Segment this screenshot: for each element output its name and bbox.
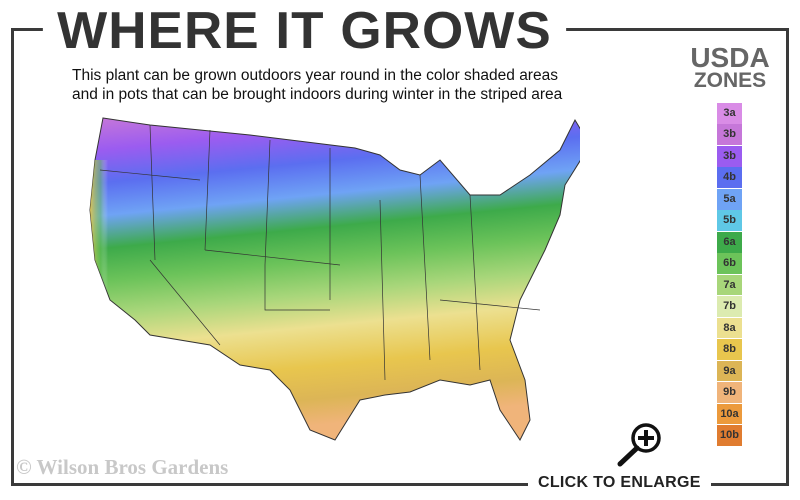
legend-zone-5a: 5a <box>717 188 742 210</box>
legend-zone-7a: 7a <box>717 274 742 296</box>
legend-zone-9b: 9b <box>717 382 742 403</box>
usda-zone-map[interactable] <box>80 105 580 445</box>
subtitle-line-2: and in pots that can be brought indoors … <box>72 86 563 103</box>
legend-zone-3b: 3b <box>717 124 742 146</box>
page-title: WHERE IT GROWS <box>42 2 567 60</box>
magnifier-plus-icon[interactable] <box>608 420 668 468</box>
legend-zone-3a: 3a <box>717 103 742 124</box>
legend-zone-5b: 5b <box>717 210 742 232</box>
legend-zone-6a: 6a <box>717 231 742 253</box>
legend-zone-7b: 7b <box>717 296 742 317</box>
west-coast-warm-zone <box>90 160 150 335</box>
legend-title: USDA ZONES <box>684 42 776 93</box>
legend-zone-10a: 10a <box>717 403 742 425</box>
legend-zone-9a: 9a <box>717 360 742 382</box>
click-to-enlarge-button[interactable]: CLICK TO ENLARGE <box>528 474 711 492</box>
legend-zone-10b: 10b <box>717 425 742 446</box>
zone-legend: 3a 3b 3b 4b 5a 5b 6a 6b 7a 7b 8a 8b 9a 9b 10a 10b <box>717 103 742 447</box>
legend-zone-8a: 8a <box>717 317 742 339</box>
legend-zone-6b: 6b <box>717 253 742 274</box>
legend-title-line-2: ZONES <box>693 69 767 92</box>
legend-zone-4b: 4b <box>717 167 742 189</box>
copyright-watermark: © Wilson Bros Gardens <box>16 455 229 479</box>
subtitle: This plant can be grown outdoors year ro… <box>72 66 562 104</box>
state-borders <box>99 124 541 381</box>
legend-title-line-1: USDA <box>690 42 770 73</box>
legend-zone-8b: 8b <box>717 339 742 360</box>
us-outline <box>89 117 580 441</box>
legend-zone-3b: 3b <box>717 145 742 167</box>
subtitle-line-1: This plant can be grown outdoors year ro… <box>72 67 558 84</box>
